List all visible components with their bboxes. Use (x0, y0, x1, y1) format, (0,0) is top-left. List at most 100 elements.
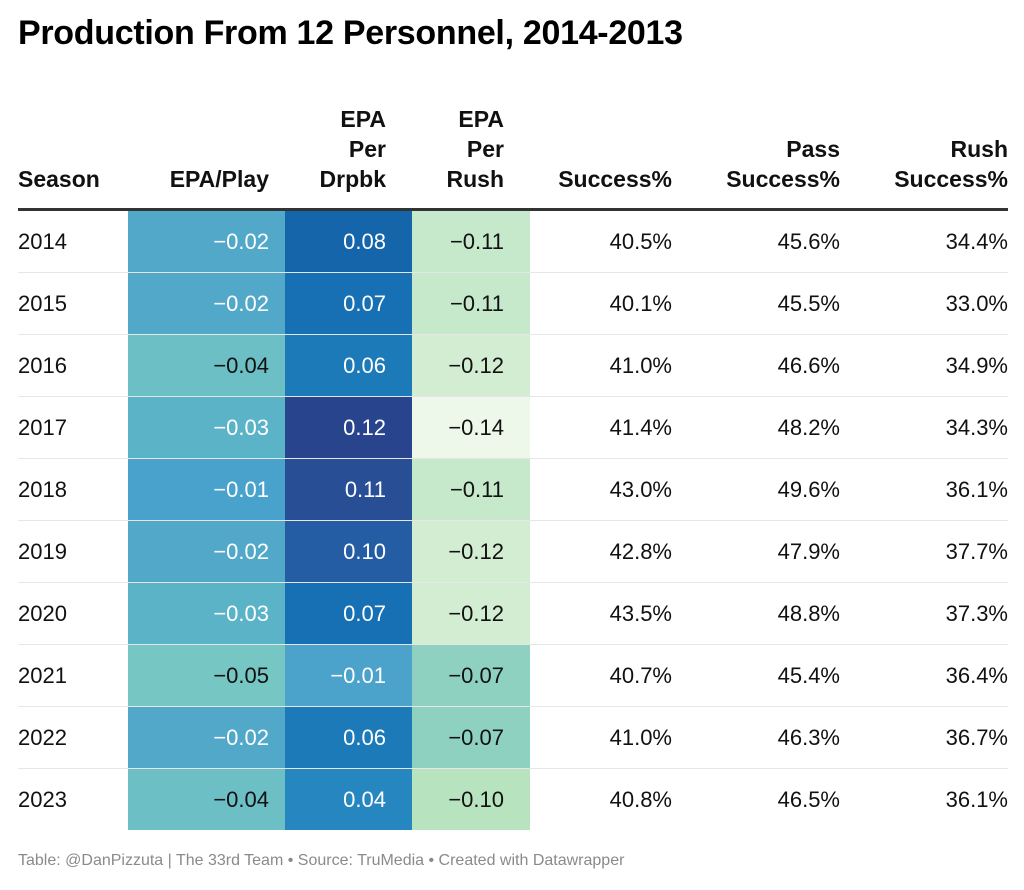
cell-season: 2023 (18, 787, 67, 812)
table-body: 2014 −0.02 0.08 −0.11 40.5% 45.6% 34.4% 2015 −0.… (18, 211, 1008, 830)
cell-success: 40.1% (609, 291, 672, 316)
cell-success: 40.7% (609, 663, 672, 688)
cell-pass-success: 45.4% (777, 663, 840, 688)
table-row: 2017 −0.03 0.12 −0.14 41.4% 48.2% 34.3% (18, 397, 1008, 459)
cell-epa-play: −0.02 (128, 273, 285, 334)
cell-rush-success: 36.1% (945, 477, 1008, 502)
cell-success: 41.0% (609, 353, 672, 378)
cell-pass-success: 48.2% (777, 415, 840, 440)
cell-season: 2017 (18, 415, 67, 440)
header-line: Success% (726, 166, 840, 192)
cell-rush-success: 37.7% (945, 539, 1008, 564)
cell-rush-success: 34.3% (945, 415, 1008, 440)
cell-epa-rush: −0.12 (412, 583, 530, 644)
cell-epa-rush: −0.07 (412, 707, 530, 768)
cell-epa-drpbk: 0.06 (285, 335, 412, 396)
cell-epa-drpbk: −0.01 (285, 645, 412, 706)
cell-rush-success: 36.4% (945, 663, 1008, 688)
header-line: EPA/Play (169, 166, 269, 192)
cell-pass-success: 46.5% (777, 787, 840, 812)
cell-epa-play: −0.03 (128, 397, 285, 458)
cell-pass-success: 47.9% (777, 539, 840, 564)
cell-epa-drpbk: 0.06 (285, 707, 412, 768)
cell-epa-play: −0.01 (128, 459, 285, 520)
header-line: Season (18, 166, 100, 192)
table-row: 2023 −0.04 0.04 −0.10 40.8% 46.5% 36.1% (18, 769, 1008, 830)
cell-pass-success: 45.6% (777, 229, 840, 254)
chart-title: Production From 12 Personnel, 2014-2013 (18, 14, 683, 52)
cell-rush-success: 37.3% (945, 601, 1008, 626)
cell-success: 41.0% (609, 725, 672, 750)
cell-rush-success: 36.7% (945, 725, 1008, 750)
cell-season: 2014 (18, 229, 67, 254)
header-line: Rush (950, 136, 1009, 162)
column-header-season: Season (18, 164, 128, 194)
cell-epa-drpbk: 0.10 (285, 521, 412, 582)
cell-success: 40.8% (609, 787, 672, 812)
cell-season: 2022 (18, 725, 67, 750)
header-line: Per (466, 136, 504, 162)
cell-success: 40.5% (609, 229, 672, 254)
header-line: Drpbk (319, 166, 386, 192)
column-header-rush-success: Rush Success% (840, 134, 1008, 194)
cell-epa-drpbk: 0.07 (285, 273, 412, 334)
cell-epa-play: −0.02 (128, 707, 285, 768)
table-row: 2015 −0.02 0.07 −0.11 40.1% 45.5% 33.0% (18, 273, 1008, 335)
cell-season: 2021 (18, 663, 67, 688)
table-row: 2021 −0.05 −0.01 −0.07 40.7% 45.4% 36.4% (18, 645, 1008, 707)
cell-rush-success: 34.9% (945, 353, 1008, 378)
cell-season: 2020 (18, 601, 67, 626)
column-header-epa-drpbk: EPA Per Drpbk (285, 104, 412, 194)
cell-epa-play: −0.02 (128, 211, 285, 272)
table-row: 2014 −0.02 0.08 −0.11 40.5% 45.6% 34.4% (18, 211, 1008, 273)
table-row: 2022 −0.02 0.06 −0.07 41.0% 46.3% 36.7% (18, 707, 1008, 769)
cell-pass-success: 46.3% (777, 725, 840, 750)
table-row: 2016 −0.04 0.06 −0.12 41.0% 46.6% 34.9% (18, 335, 1008, 397)
column-header-success: Success% (530, 164, 672, 194)
cell-epa-drpbk: 0.04 (285, 769, 412, 830)
table-header: Season EPA/Play EPA Per Drpbk EPA Per Rush Succe… (18, 100, 1008, 211)
cell-rush-success: 33.0% (945, 291, 1008, 316)
cell-epa-rush: −0.11 (412, 459, 530, 520)
cell-rush-success: 34.4% (945, 229, 1008, 254)
cell-pass-success: 45.5% (777, 291, 840, 316)
cell-pass-success: 46.6% (777, 353, 840, 378)
table-row: 2019 −0.02 0.10 −0.12 42.8% 47.9% 37.7% (18, 521, 1008, 583)
column-header-pass-success: Pass Success% (672, 134, 840, 194)
cell-epa-drpbk: 0.12 (285, 397, 412, 458)
data-table: Season EPA/Play EPA Per Drpbk EPA Per Rush Succe… (18, 100, 1008, 830)
cell-epa-drpbk: 0.07 (285, 583, 412, 644)
header-line: Pass (786, 136, 840, 162)
header-line: Success% (558, 166, 672, 192)
cell-success: 42.8% (609, 539, 672, 564)
cell-epa-rush: −0.07 (412, 645, 530, 706)
header-line: Rush (446, 166, 505, 192)
table-row: 2018 −0.01 0.11 −0.11 43.0% 49.6% 36.1% (18, 459, 1008, 521)
cell-epa-play: −0.02 (128, 521, 285, 582)
header-line: Success% (894, 166, 1008, 192)
cell-season: 2015 (18, 291, 67, 316)
cell-epa-rush: −0.14 (412, 397, 530, 458)
header-line: Per (348, 136, 386, 162)
cell-epa-play: −0.03 (128, 583, 285, 644)
cell-pass-success: 49.6% (777, 477, 840, 502)
column-header-epa-rush: EPA Per Rush (412, 104, 530, 194)
cell-season: 2019 (18, 539, 67, 564)
header-line: EPA (340, 106, 386, 132)
cell-success: 43.5% (609, 601, 672, 626)
cell-epa-play: −0.04 (128, 769, 285, 830)
cell-epa-rush: −0.11 (412, 211, 530, 272)
cell-pass-success: 48.8% (777, 601, 840, 626)
cell-epa-play: −0.05 (128, 645, 285, 706)
cell-epa-rush: −0.12 (412, 521, 530, 582)
column-header-epa-play: EPA/Play (128, 164, 285, 194)
cell-epa-rush: −0.12 (412, 335, 530, 396)
table-row: 2020 −0.03 0.07 −0.12 43.5% 48.8% 37.3% (18, 583, 1008, 645)
header-line: EPA (458, 106, 504, 132)
cell-epa-rush: −0.11 (412, 273, 530, 334)
cell-epa-drpbk: 0.08 (285, 211, 412, 272)
footer-credit: Table: @DanPizzuta | The 33rd Team • Sou… (18, 852, 625, 869)
cell-epa-play: −0.04 (128, 335, 285, 396)
cell-success: 41.4% (609, 415, 672, 440)
cell-season: 2018 (18, 477, 67, 502)
